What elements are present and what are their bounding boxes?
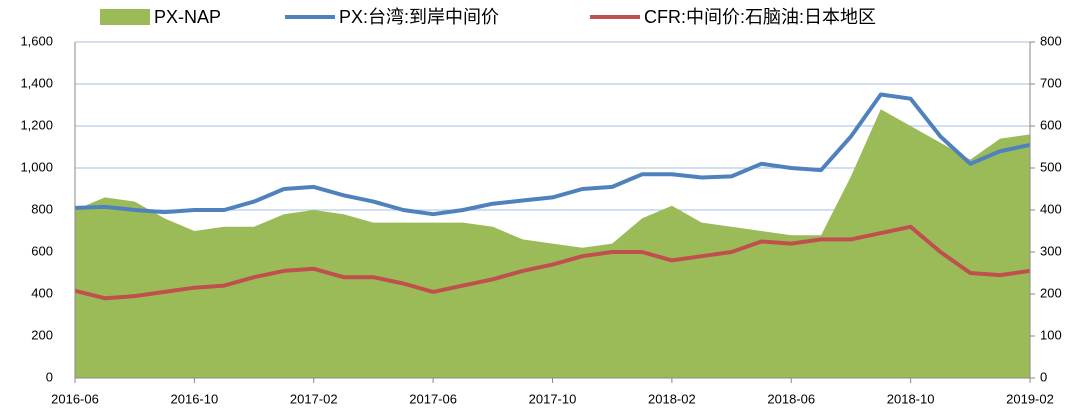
legend-label: CFR:中间价:石脑油:日本地区: [644, 7, 876, 27]
y2-tick-label: 100: [1040, 327, 1062, 342]
y2-tick-label: 500: [1040, 159, 1062, 174]
y-tick-label: 1,400: [20, 75, 53, 90]
line: [74, 224, 1031, 301]
y-tick-label: 800: [31, 201, 53, 216]
y-tick-label: 400: [31, 285, 53, 300]
y-tick-label: 0: [46, 369, 53, 384]
x-tick-label: 2017-10: [529, 391, 577, 406]
y-tick-label: 1,200: [20, 117, 53, 132]
x-tick-label: 2018-06: [767, 391, 815, 406]
legend-swatch: [100, 9, 150, 25]
y2-tick-label: 200: [1040, 285, 1062, 300]
x-tick-label: 2018-02: [648, 391, 696, 406]
y-tick-label: 1,000: [20, 159, 53, 174]
x-tick-label: 2017-06: [409, 391, 457, 406]
y-tick-label: 1,600: [20, 33, 53, 48]
y2-tick-label: 800: [1040, 33, 1062, 48]
x-tick-label: 2018-10: [887, 391, 935, 406]
y2-tick-label: 0: [1040, 369, 1047, 384]
y2-tick-label: 600: [1040, 117, 1062, 132]
x-tick-label: 2016-06: [51, 391, 99, 406]
y2-tick-label: 300: [1040, 243, 1062, 258]
y-tick-label: 600: [31, 243, 53, 258]
line: [74, 92, 1031, 217]
legend-label: PX:台湾:到岸中间价: [339, 7, 499, 27]
y-tick-label: 200: [31, 327, 53, 342]
x-tick-label: 2016-10: [171, 391, 219, 406]
legend-label: PX-NAP: [154, 7, 221, 27]
area: [75, 109, 1030, 378]
x-tick-label: 2017-02: [290, 391, 338, 406]
y2-tick-label: 400: [1040, 201, 1062, 216]
x-tick-label: 2019-02: [1006, 391, 1054, 406]
y2-tick-label: 700: [1040, 75, 1062, 90]
